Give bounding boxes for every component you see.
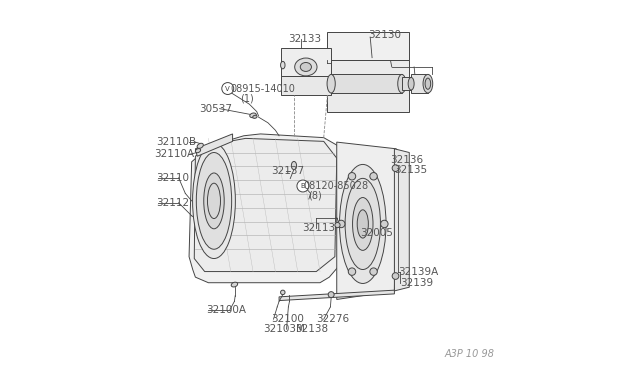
Ellipse shape [280,61,285,69]
Ellipse shape [327,74,335,93]
Circle shape [328,292,334,298]
Text: 30537: 30537 [199,104,232,113]
Text: 32133: 32133 [289,34,321,44]
Ellipse shape [408,77,414,90]
Text: V: V [225,86,230,92]
Ellipse shape [357,210,369,238]
Text: 32112: 32112 [156,198,189,208]
Ellipse shape [204,173,224,229]
Ellipse shape [250,113,257,118]
Circle shape [392,165,399,171]
Polygon shape [281,48,331,76]
Ellipse shape [423,74,433,93]
Polygon shape [279,290,394,301]
Text: 32136: 32136 [390,155,423,165]
Circle shape [392,273,399,279]
Ellipse shape [397,74,406,93]
Text: 32110A: 32110A [154,150,195,159]
Text: 32130: 32130 [369,31,401,40]
Ellipse shape [291,161,296,170]
Circle shape [381,220,388,228]
Text: 32113: 32113 [302,223,335,232]
Polygon shape [189,134,342,283]
Circle shape [370,173,378,180]
Ellipse shape [345,178,380,269]
Polygon shape [328,32,410,60]
Ellipse shape [231,282,237,287]
Polygon shape [328,60,410,112]
Text: 08120-85028: 08120-85028 [303,181,369,191]
Ellipse shape [425,78,431,89]
Text: 32139A: 32139A [398,267,438,276]
Text: (1): (1) [240,94,254,103]
Ellipse shape [294,58,317,76]
Text: B: B [301,183,305,189]
Ellipse shape [196,153,232,249]
Polygon shape [402,77,411,90]
Polygon shape [331,74,402,93]
Ellipse shape [300,62,312,71]
Ellipse shape [335,222,340,228]
Polygon shape [394,149,410,291]
Circle shape [222,83,234,94]
Polygon shape [411,74,428,93]
Circle shape [348,173,356,180]
Text: 32110B: 32110B [156,137,196,147]
Text: A3P 10 98: A3P 10 98 [445,349,495,359]
Polygon shape [281,76,331,95]
Ellipse shape [340,164,386,283]
Text: (8): (8) [308,190,322,200]
Circle shape [297,180,309,192]
Text: 32005: 32005 [360,228,393,238]
Text: 32110: 32110 [156,173,189,183]
Text: 32100: 32100 [271,314,305,324]
Ellipse shape [253,115,257,118]
Ellipse shape [280,290,285,295]
Text: 32103M: 32103M [264,324,305,334]
Polygon shape [195,138,337,272]
Text: 32137: 32137 [271,166,305,176]
Ellipse shape [193,143,236,259]
Text: 32276: 32276 [316,314,349,324]
Ellipse shape [197,143,204,148]
Text: 32100A: 32100A [207,305,246,314]
Circle shape [348,268,356,275]
Text: 32139: 32139 [400,278,433,288]
Circle shape [337,220,345,228]
Text: 32138: 32138 [294,324,328,334]
Polygon shape [195,134,232,156]
Text: 08915-14010: 08915-14010 [231,84,296,94]
Ellipse shape [353,198,373,250]
Ellipse shape [195,148,200,153]
Text: 32135: 32135 [394,165,428,175]
Polygon shape [337,142,396,299]
Circle shape [370,268,378,275]
